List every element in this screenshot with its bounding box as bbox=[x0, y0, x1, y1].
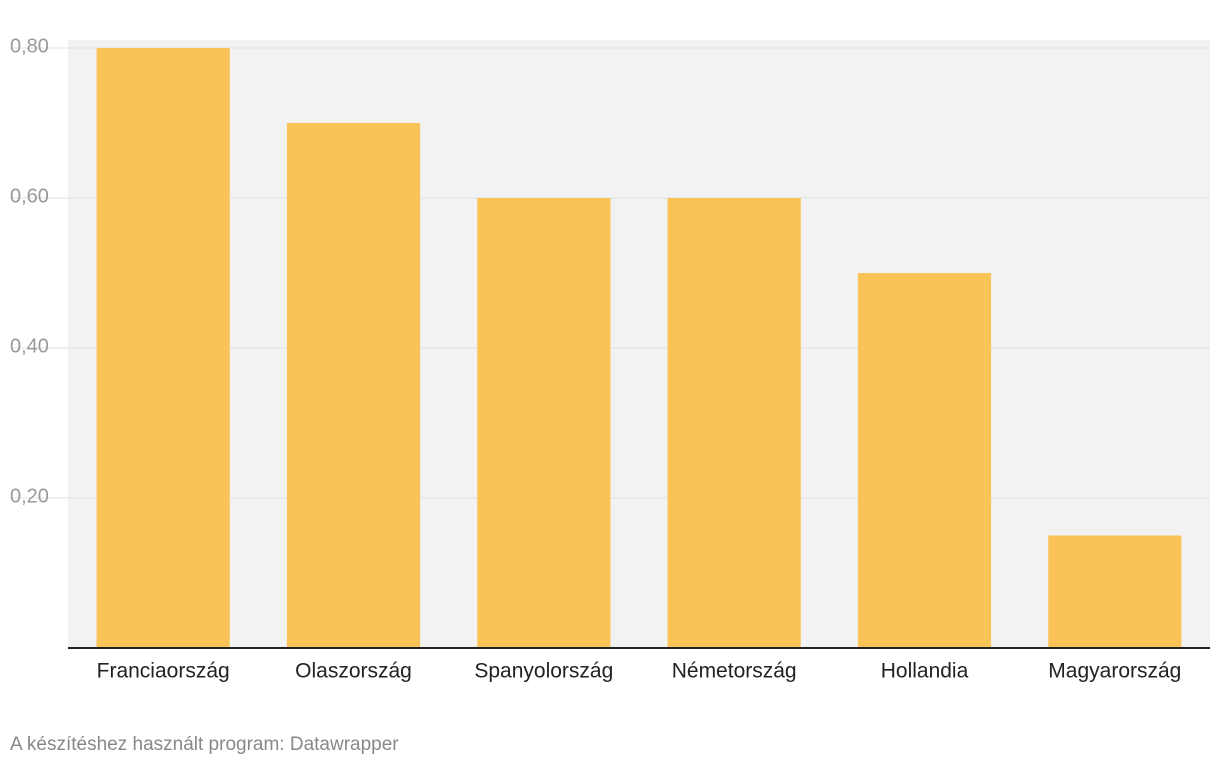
y-tick-label: 0,60 bbox=[10, 185, 49, 207]
credit: A készítéshez használt program: Datawrap… bbox=[10, 734, 399, 755]
y-tick-label: 0,80 bbox=[10, 35, 49, 57]
y-tick-label: 0,40 bbox=[10, 335, 49, 357]
x-tick-label: Franciaország bbox=[97, 660, 230, 683]
x-tick-label: Németország bbox=[672, 660, 797, 683]
x-tick-label: Magyarország bbox=[1048, 660, 1181, 683]
y-tick-label: 0,20 bbox=[10, 485, 49, 507]
x-tick-label: Olaszország bbox=[295, 660, 412, 683]
bar bbox=[857, 273, 992, 648]
bar bbox=[1048, 535, 1182, 648]
x-tick-label: Hollandia bbox=[881, 660, 969, 683]
x-tick-label: Spanyolország bbox=[474, 660, 613, 683]
bar bbox=[96, 48, 230, 648]
bar bbox=[667, 198, 801, 648]
bar bbox=[477, 198, 611, 648]
plot-background bbox=[68, 40, 1210, 648]
bar bbox=[286, 123, 421, 648]
